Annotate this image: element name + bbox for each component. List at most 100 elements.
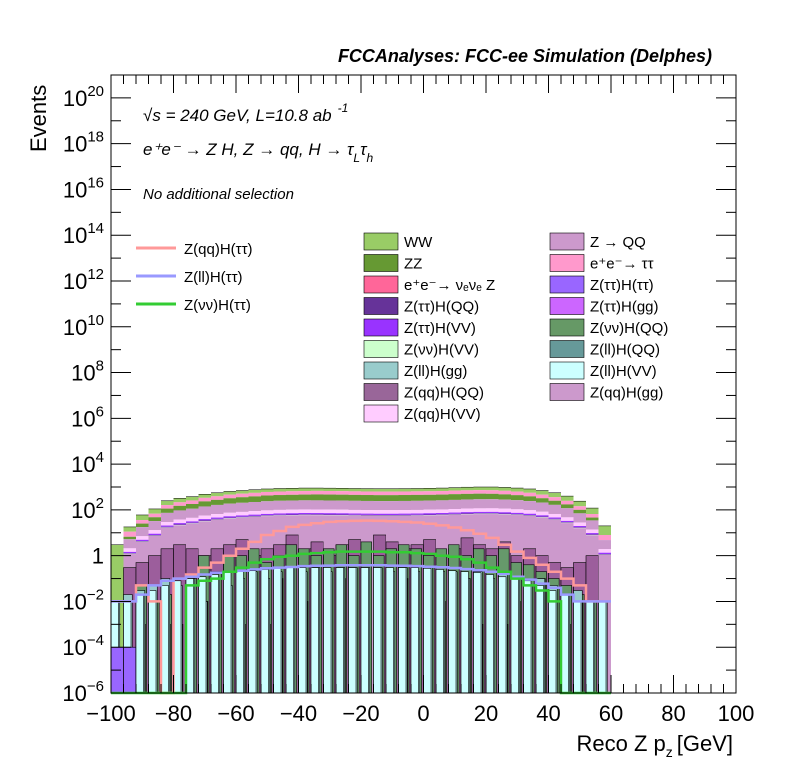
band-1-22 <box>386 510 399 514</box>
bar-0-30 <box>486 487 499 491</box>
bar-0-10 <box>236 490 249 494</box>
bar-2-9 <box>223 498 236 504</box>
bar-1-3 <box>148 513 161 518</box>
legend-text-b-6: Z(ll)H(VV) <box>590 363 657 380</box>
col-4-20 <box>360 567 369 694</box>
bar-1-17 <box>323 491 336 495</box>
band-0-29 <box>473 499 486 509</box>
band-1-12 <box>261 510 274 514</box>
y-tick-label-5: 104 <box>71 449 104 477</box>
band-2-25 <box>423 513 436 515</box>
band-2-19 <box>348 513 361 515</box>
band-2-32 <box>511 512 524 515</box>
col-4-8 <box>210 574 219 694</box>
band-3-4 <box>161 526 174 528</box>
band-3-29 <box>473 513 486 514</box>
band-2-23 <box>398 513 411 515</box>
x-tick-label-5: 0 <box>417 701 429 726</box>
svg-text:Events: Events <box>26 85 51 152</box>
band-3-7 <box>198 520 211 522</box>
bar-0-12 <box>261 488 274 492</box>
band-1-3 <box>148 530 161 534</box>
bar-2-10 <box>236 497 249 503</box>
band-0-8 <box>211 504 224 515</box>
band-2-35 <box>548 517 561 519</box>
band-2-22 <box>386 513 399 516</box>
band-2-6 <box>186 521 199 523</box>
band-3-20 <box>361 514 374 516</box>
bar-0-36 <box>561 496 574 501</box>
bar-0-33 <box>523 488 536 493</box>
col-4-21 <box>373 567 382 694</box>
bar-1-16 <box>311 490 324 495</box>
band-1-1 <box>123 548 136 552</box>
legend-swatch-a-1 <box>363 254 399 272</box>
band-1-34 <box>536 511 549 516</box>
band-0-10 <box>236 502 249 512</box>
x-tick-label-1: −80 <box>155 701 192 726</box>
bar-2-25 <box>423 494 436 501</box>
band-1-5 <box>173 519 186 524</box>
band-0-39 <box>598 540 611 550</box>
band-0-33 <box>523 501 536 511</box>
bar-2-28 <box>461 493 474 500</box>
bar-0-4 <box>161 500 174 506</box>
bar-0-23 <box>398 488 411 492</box>
bar-1-8 <box>211 496 224 500</box>
band-1-18 <box>336 509 349 514</box>
band-1-29 <box>473 508 486 512</box>
band-1-19 <box>348 509 361 514</box>
legend-text-b-4: Z(νν)H(QQ) <box>590 320 668 337</box>
y-tick-label-11: 1016 <box>63 174 104 202</box>
bar-0-8 <box>211 492 224 497</box>
series-line-1 <box>111 564 611 603</box>
y-tick-label-9: 1012 <box>63 266 104 294</box>
bar-1-1 <box>123 531 136 537</box>
bar-2-11 <box>248 496 261 502</box>
band-3-26 <box>436 514 449 515</box>
bar-0-28 <box>461 487 474 491</box>
legend-text-a-4: Z(ττ)H(VV) <box>404 320 476 337</box>
band-2-10 <box>236 515 249 517</box>
band-0-11 <box>248 501 261 512</box>
bar-0-29 <box>473 487 486 491</box>
band-0-5 <box>173 510 186 520</box>
band-1-13 <box>273 509 286 514</box>
x-axis-label: Reco Z pz [GeV] <box>576 731 733 760</box>
band-0-25 <box>423 500 436 510</box>
bar-2-17 <box>323 494 336 501</box>
legend-text-b-7: Z(qq)H(gg) <box>590 385 663 402</box>
bar-2-29 <box>473 493 486 500</box>
annotation-text: √s = 240 GeV, L=10.8 ab -1 e⁺e⁻ → Z H, Z … <box>143 101 373 203</box>
band-1-20 <box>361 510 374 514</box>
col-4-2 <box>135 594 144 694</box>
col-4-18 <box>335 567 344 694</box>
band-1-8 <box>211 514 224 518</box>
band-3-3 <box>148 534 161 536</box>
bar-0-37 <box>573 501 586 507</box>
stacked-histogram <box>110 486 611 694</box>
legend-text-a-3: Z(ττ)H(QQ) <box>404 299 479 316</box>
band-2-9 <box>223 516 236 518</box>
bar-1-30 <box>486 490 499 494</box>
svg-text:Reco Z pz[GeV]: Reco Z pz [GeV] <box>576 731 733 760</box>
band-3-37 <box>573 527 586 528</box>
band-1-26 <box>436 509 449 514</box>
bar-2-7 <box>198 501 211 507</box>
band-1-11 <box>248 511 261 515</box>
band-2-20 <box>361 513 374 515</box>
bar-2-20 <box>361 495 374 501</box>
band-0-12 <box>261 501 274 511</box>
band-1-27 <box>448 509 461 513</box>
bar-2-1 <box>123 536 136 540</box>
legend-swatch-a-3 <box>363 297 399 315</box>
band-0-7 <box>198 506 211 516</box>
bar-2-22 <box>386 495 399 502</box>
band-0-36 <box>561 508 574 518</box>
x-tick-label-9: 80 <box>661 701 685 726</box>
y-tick-label-3: 1 <box>92 544 104 569</box>
band-1-37 <box>573 522 586 527</box>
col-4-15 <box>298 567 307 694</box>
bar-0-32 <box>511 488 524 492</box>
legend-text-b-0: Z → QQ <box>590 234 646 251</box>
